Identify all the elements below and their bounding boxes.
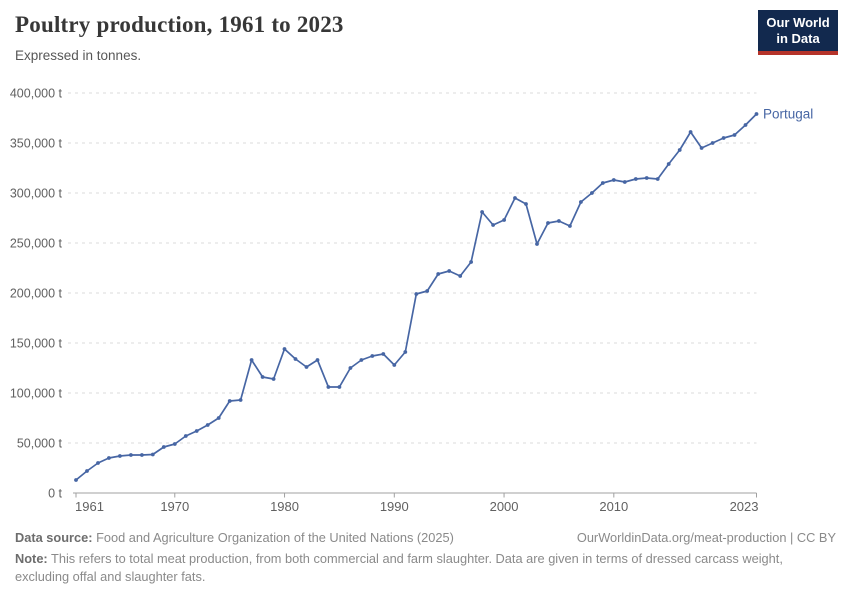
y-axis-tick-label: 200,000 t xyxy=(10,287,63,301)
chart-subtitle: Expressed in tonnes. xyxy=(15,48,142,63)
data-point[interactable] xyxy=(436,272,441,276)
data-point[interactable] xyxy=(568,224,572,228)
data-point[interactable] xyxy=(688,130,693,134)
data-point[interactable] xyxy=(710,141,715,145)
data-point[interactable] xyxy=(260,375,265,379)
data-point[interactable] xyxy=(282,347,287,351)
data-point[interactable] xyxy=(743,123,748,127)
data-point[interactable] xyxy=(249,358,254,362)
data-point[interactable] xyxy=(216,416,221,420)
x-axis-tick-label: 1970 xyxy=(160,499,189,514)
data-point[interactable] xyxy=(74,478,78,482)
note-text: This refers to total meat production, fr… xyxy=(15,551,783,584)
data-point[interactable] xyxy=(370,354,375,358)
data-point[interactable] xyxy=(293,357,298,361)
data-point[interactable] xyxy=(754,112,759,116)
data-point[interactable] xyxy=(622,180,627,184)
x-axis-tick-label: 2010 xyxy=(599,499,628,514)
chart-footer: Data source: Food and Agriculture Organi… xyxy=(15,529,836,586)
data-point[interactable] xyxy=(337,385,342,389)
data-point[interactable] xyxy=(633,177,638,181)
data-point[interactable] xyxy=(666,162,671,166)
data-point[interactable] xyxy=(150,452,155,457)
y-axis-tick-label: 250,000 t xyxy=(10,237,63,251)
y-axis-tick-label: 50,000 t xyxy=(17,437,63,451)
data-point[interactable] xyxy=(458,274,463,278)
data-source-label: Data source: xyxy=(15,530,93,545)
data-point[interactable] xyxy=(447,269,452,273)
data-point[interactable] xyxy=(96,461,100,465)
data-point[interactable] xyxy=(129,453,133,457)
data-point[interactable] xyxy=(205,423,210,427)
data-point[interactable] xyxy=(699,146,704,150)
data-point[interactable] xyxy=(590,191,594,195)
x-axis-tick-label: 1990 xyxy=(380,499,409,514)
data-point[interactable] xyxy=(392,363,397,367)
data-point[interactable] xyxy=(721,136,726,140)
x-axis-tick-label: 1961 xyxy=(75,499,104,514)
data-point[interactable] xyxy=(315,358,320,362)
data-point[interactable] xyxy=(348,366,353,370)
data-point[interactable] xyxy=(546,221,550,225)
data-point[interactable] xyxy=(304,365,309,369)
data-point[interactable] xyxy=(271,377,276,381)
data-point[interactable] xyxy=(227,399,232,403)
logo-text-line1: Our World xyxy=(766,15,830,30)
line-chart: 0 t 50,000 t 100,000 t 150,000 t 200,000 t 25… xyxy=(10,87,813,515)
data-point[interactable] xyxy=(557,219,561,223)
data-line[interactable] xyxy=(75,113,758,481)
data-point[interactable] xyxy=(644,176,649,180)
data-point[interactable] xyxy=(172,442,177,446)
data-point[interactable] xyxy=(524,202,528,206)
y-axis-tick-label: 150,000 t xyxy=(10,337,63,351)
y-axis-tick-label: 100,000 t xyxy=(10,387,63,401)
owid-logo[interactable]: Our World in Data xyxy=(758,10,838,55)
chart-note: Note: This refers to total meat producti… xyxy=(15,550,827,586)
data-point[interactable] xyxy=(326,385,331,389)
data-point[interactable] xyxy=(655,177,660,181)
data-point[interactable] xyxy=(140,453,144,457)
data-point[interactable] xyxy=(403,350,408,354)
data-point[interactable] xyxy=(359,358,364,362)
data-point[interactable] xyxy=(491,223,495,227)
note-label: Note: xyxy=(15,551,48,566)
data-point[interactable] xyxy=(161,445,166,449)
data-point[interactable] xyxy=(535,242,539,246)
y-axis-tick-label: 400,000 t xyxy=(10,87,63,101)
y-axis-tick-label: 350,000 t xyxy=(10,137,63,151)
data-point[interactable] xyxy=(611,178,616,182)
data-point[interactable] xyxy=(107,456,111,460)
data-point[interactable] xyxy=(381,352,386,356)
data-point[interactable] xyxy=(183,434,188,438)
x-axis-tick-label: 2023 xyxy=(730,499,759,514)
data-point[interactable] xyxy=(85,469,89,473)
data-point[interactable] xyxy=(118,454,122,458)
data-point[interactable] xyxy=(414,292,419,296)
data-point[interactable] xyxy=(469,260,473,264)
data-point[interactable] xyxy=(480,210,484,214)
data-point[interactable] xyxy=(425,289,430,293)
data-point[interactable] xyxy=(600,181,605,185)
x-axis-tick-label: 1980 xyxy=(270,499,299,514)
data-point[interactable] xyxy=(579,200,583,204)
logo-text-line2: in Data xyxy=(776,31,820,46)
data-point[interactable] xyxy=(732,133,737,137)
data-point[interactable] xyxy=(513,196,517,200)
data-source: Data source: Food and Agriculture Organi… xyxy=(15,529,454,547)
data-point[interactable] xyxy=(677,148,682,152)
data-point[interactable] xyxy=(238,398,243,402)
data-point[interactable] xyxy=(194,429,199,433)
data-point[interactable] xyxy=(502,218,506,222)
data-source-text: Food and Agriculture Organization of the… xyxy=(92,530,454,545)
y-axis-tick-label: 0 t xyxy=(48,487,62,501)
y-axis-tick-label: 300,000 t xyxy=(10,187,63,201)
series-end-label[interactable]: Portugal xyxy=(763,107,813,122)
page-title: Poultry production, 1961 to 2023 xyxy=(15,12,344,37)
x-axis-tick-label: 2000 xyxy=(490,499,519,514)
citation-link[interactable]: OurWorldinData.org/meat-production | CC … xyxy=(576,530,836,545)
